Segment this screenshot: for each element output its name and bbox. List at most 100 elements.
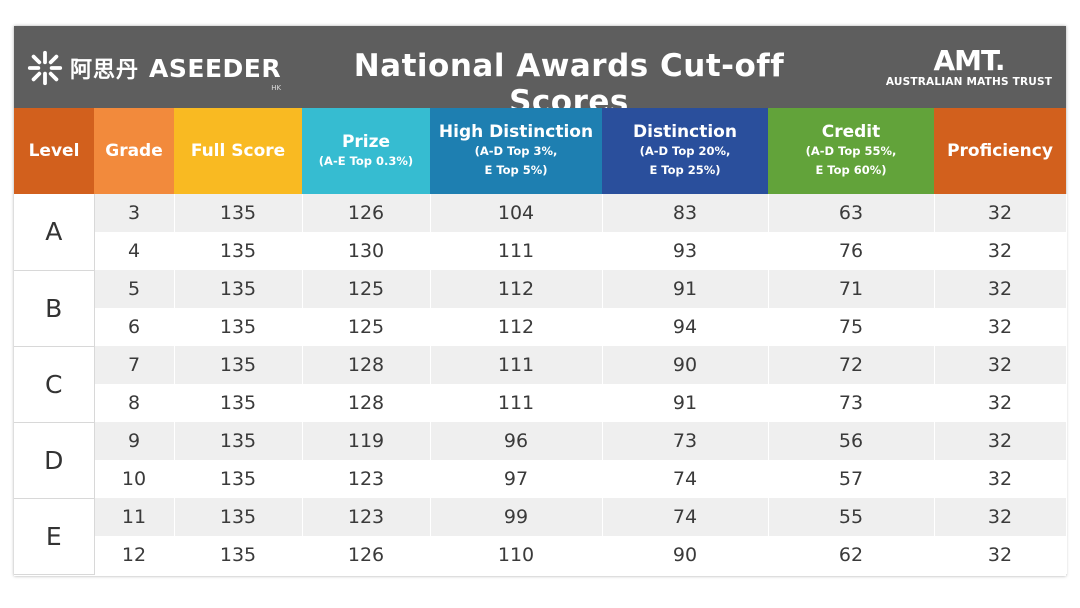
cell-prof: 32 [934,270,1067,308]
table-body: A 3 135 126 104 83 63 32 4 135 130 111 93 76 32 B 5 135 12… [14,194,1067,575]
table-row: 6 135 125 112 94 75 32 [14,308,1067,346]
cell-prize: 119 [302,422,431,460]
cell-credit: 73 [768,384,935,422]
col-header-label: Grade [105,141,163,161]
col-header-note: (A-E Top 0.3%) [318,153,414,168]
cell-hd: 111 [430,384,603,422]
cell-grade: 5 [94,270,175,308]
cell-hd: 104 [430,194,603,232]
table-row: E 11 135 123 99 74 55 32 [14,498,1067,575]
col-header-note: E Top 25%) [649,163,721,177]
cell-prize: 128 [302,346,431,384]
cell-credit: 76 [768,232,935,270]
cell-credit: 56 [768,422,935,460]
cell-hd: 111 [430,232,603,270]
col-header-label: Level [28,141,80,161]
table-row: B 5 135 125 112 91 71 32 [14,270,1067,347]
cell-prize: 123 [302,498,431,536]
cell-prize: 130 [302,232,431,270]
cell-prof: 32 [934,232,1067,270]
logo-chinese-name: 阿思丹 [70,58,140,83]
col-header-note: E Top 60%) [815,163,887,177]
cell-grade: 9 [94,422,175,460]
cell-grade: 11 [94,498,175,536]
col-header-prof: Proficiency [934,108,1066,194]
cell-full: 135 [174,270,303,308]
cell-dist: 90 [602,536,769,574]
col-header-note: (A-D Top 3%, [474,144,558,158]
table-row: 8 135 128 111 91 73 32 [14,384,1067,422]
cell-prof: 32 [934,384,1067,422]
cell-grade: 4 [94,232,175,270]
col-header-dist: Distinction (A-D Top 20%, E Top 25%) [602,108,768,194]
cell-dist: 94 [602,308,769,346]
col-header-label: Distinction [633,122,737,142]
cell-grade: 10 [94,460,175,498]
table-row: A 3 135 126 104 83 63 32 [14,194,1067,271]
cell-grade: 8 [94,384,175,422]
aseeder-sprout-icon [27,50,63,86]
cell-prof: 32 [934,498,1067,536]
cell-prize: 126 [302,194,431,232]
cell-dist: 73 [602,422,769,460]
cell-credit: 63 [768,194,935,232]
cell-hd: 96 [430,422,603,460]
col-header-label: Proficiency [947,141,1053,161]
cell-prize: 128 [302,384,431,422]
col-header-label: Credit [821,122,881,142]
cell-hd: 97 [430,460,603,498]
table-row: D 9 135 119 96 73 56 32 [14,422,1067,499]
level-cell: A [14,194,95,271]
cell-full: 135 [174,232,303,270]
cell-grade: 7 [94,346,175,384]
cell-full: 135 [174,498,303,536]
logo-region-tag: HK [271,83,282,92]
logo-brand-name: ASEEDER [149,53,282,83]
cell-credit: 75 [768,308,935,346]
cell-grade: 12 [94,536,175,574]
cell-credit: 57 [768,460,935,498]
header-row: Level Grade Full Score Prize (A-E Top 0.3%) H… [14,108,1066,194]
col-header-grade: Grade [94,108,174,194]
cell-full: 135 [174,308,303,346]
cell-prof: 32 [934,422,1067,460]
table-row: C 7 135 128 111 90 72 32 [14,346,1067,423]
cell-prize: 125 [302,270,431,308]
level-cell: E [14,498,95,575]
cutoff-table: Level Grade Full Score Prize (A-E Top 0.3%) H… [14,108,1067,575]
col-header-label: Full Score [190,141,286,161]
level-cell: D [14,422,95,499]
col-header-level: Level [14,108,94,194]
cell-prof: 32 [934,194,1067,232]
cell-hd: 112 [430,308,603,346]
cell-prize: 123 [302,460,431,498]
cell-dist: 91 [602,270,769,308]
cell-full: 135 [174,422,303,460]
cell-full: 135 [174,346,303,384]
col-header-prize: Prize (A-E Top 0.3%) [302,108,430,194]
aseeder-logo: 阿思丹 ASEEDER HK [26,48,282,92]
cell-prize: 125 [302,308,431,346]
cell-prof: 32 [934,536,1067,574]
cell-credit: 72 [768,346,935,384]
cell-hd: 99 [430,498,603,536]
cell-hd: 112 [430,270,603,308]
scores-card: 阿思丹 ASEEDER HK National Awards Cut-off S… [14,26,1067,576]
amt-logo: AMT. AUSTRALIAN MATHS TRUST [884,46,1054,89]
table-row: 12 135 126 110 90 62 32 [14,536,1067,574]
cell-dist: 74 [602,498,769,536]
col-header-label: Prize [341,131,391,152]
cell-hd: 110 [430,536,603,574]
cell-dist: 90 [602,346,769,384]
col-header-note: (A-D Top 55%, [805,144,897,158]
amt-logo-text: AUSTRALIAN MATHS TRUST [885,76,1053,88]
cell-grade: 6 [94,308,175,346]
col-header-hd: High Distinction (A-D Top 3%, E Top 5%) [430,108,602,194]
table-row: 4 135 130 111 93 76 32 [14,232,1067,270]
cell-prof: 32 [934,460,1067,498]
cell-full: 135 [174,384,303,422]
col-header-note: E Top 5%) [484,163,548,177]
cell-prize: 126 [302,536,431,574]
title-banner: 阿思丹 ASEEDER HK National Awards Cut-off S… [14,26,1066,120]
col-header-label: High Distinction [438,122,594,142]
